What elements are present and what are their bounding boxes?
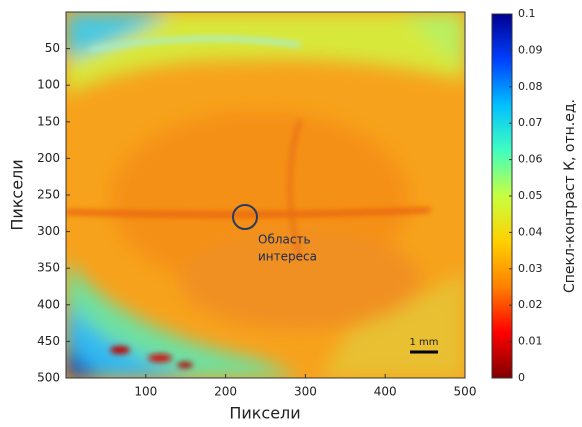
- colorbar-tick-label: 0.07: [518, 116, 543, 129]
- colorbar-tick-label: 0.09: [518, 43, 543, 56]
- y-tick-label: 350: [37, 261, 60, 275]
- colorbar-tick-label: 0: [518, 371, 525, 384]
- colorbar-tick-label: 0.06: [518, 153, 543, 166]
- x-tick-label: 300: [294, 385, 317, 399]
- x-tick-label: 500: [454, 385, 477, 399]
- colorbar-tick-label: 0.03: [518, 262, 543, 275]
- x-tick-label: 200: [214, 385, 237, 399]
- y-tick-label: 150: [37, 114, 60, 128]
- scale-bar-label: 1 mm: [409, 337, 438, 348]
- y-tick-label: 100: [37, 78, 60, 92]
- y-tick-label: 400: [37, 297, 60, 311]
- colorbar-tick-label: 0.08: [518, 80, 543, 93]
- y-tick-label: 450: [37, 334, 60, 348]
- colorbar-tick-label: 0.1: [518, 7, 536, 20]
- y-axis-label: Пиксели: [8, 159, 27, 230]
- speckle-image: [66, 12, 465, 378]
- x-tick-label: 100: [134, 385, 157, 399]
- colorbar-tick-label: 0.02: [518, 298, 543, 311]
- colorbar-tick-label: 0.04: [518, 225, 543, 238]
- colorbar-label: Спекл-контраст К, отн.ед.: [562, 99, 578, 293]
- colorbar-tick-label: 0.01: [518, 335, 543, 348]
- y-tick-label: 300: [37, 224, 60, 238]
- y-tick-label: 250: [37, 188, 60, 202]
- colorbar-tick-label: 0.05: [518, 189, 543, 202]
- annotation: Область: [258, 233, 311, 247]
- annotation: интереса: [258, 250, 317, 264]
- x-axis-label: Пиксели: [229, 404, 300, 423]
- y-tick-label: 200: [37, 151, 60, 165]
- y-tick-label: 50: [45, 41, 60, 55]
- chart: Область интереса 1 mm Пиксели Пиксели Сп…: [0, 0, 582, 427]
- y-tick-label: 500: [37, 371, 60, 385]
- x-tick-label: 400: [374, 385, 397, 399]
